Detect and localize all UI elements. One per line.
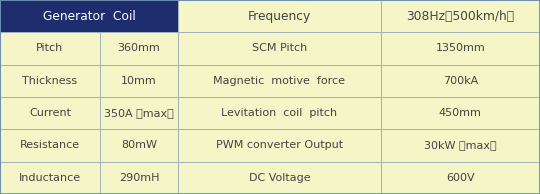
Text: 10mm: 10mm [121, 76, 157, 86]
Bar [100, 162, 178, 194]
Bar [178, 129, 381, 162]
Text: 308Hz（500km/h）: 308Hz（500km/h） [406, 10, 515, 23]
Text: 700kA: 700kA [443, 76, 478, 86]
Bar [178, 65, 381, 97]
Text: 360mm: 360mm [118, 43, 160, 54]
Bar [178, 97, 381, 129]
Bar [381, 65, 540, 97]
Bar [0, 32, 100, 65]
Bar [0, 97, 100, 129]
Text: 450mm: 450mm [439, 108, 482, 118]
Text: PWM converter Output: PWM converter Output [216, 140, 343, 151]
Text: Pitch: Pitch [36, 43, 64, 54]
Bar [100, 32, 178, 65]
Text: Levitation  coil  pitch: Levitation coil pitch [221, 108, 338, 118]
Text: Resistance: Resistance [20, 140, 80, 151]
Bar [381, 0, 540, 32]
Text: 30kW （max）: 30kW （max） [424, 140, 497, 151]
Text: Thickness: Thickness [22, 76, 78, 86]
Text: 1350mm: 1350mm [435, 43, 485, 54]
Text: 600V: 600V [446, 173, 475, 183]
Bar [100, 129, 178, 162]
Text: Magnetic  motive  force: Magnetic motive force [213, 76, 346, 86]
Text: 80mW: 80mW [121, 140, 157, 151]
Bar [381, 97, 540, 129]
Bar [100, 65, 178, 97]
Bar [178, 162, 381, 194]
Text: 350A （max）: 350A （max） [104, 108, 174, 118]
Text: Current: Current [29, 108, 71, 118]
Bar [178, 32, 381, 65]
Text: Generator  Coil: Generator Coil [43, 10, 136, 23]
Text: 290mH: 290mH [119, 173, 159, 183]
Bar [0, 0, 178, 32]
Bar [178, 0, 381, 32]
Text: Inductance: Inductance [19, 173, 81, 183]
Bar [381, 129, 540, 162]
Text: SCM Pitch: SCM Pitch [252, 43, 307, 54]
Bar [0, 162, 100, 194]
Bar [0, 65, 100, 97]
Bar [381, 32, 540, 65]
Bar [381, 162, 540, 194]
Text: Frequency: Frequency [248, 10, 311, 23]
Bar [0, 129, 100, 162]
Text: DC Voltage: DC Voltage [248, 173, 310, 183]
Bar [100, 97, 178, 129]
